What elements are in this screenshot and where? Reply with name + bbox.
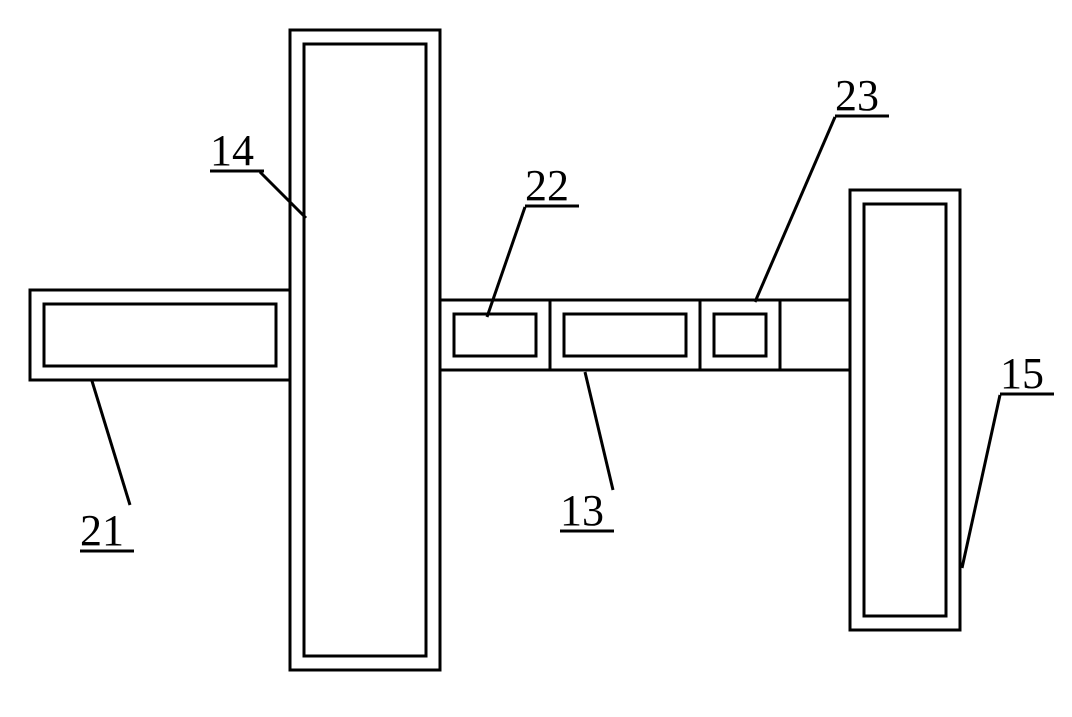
node-inner-mid_center <box>564 314 686 356</box>
label-l15: 15 <box>1000 349 1044 398</box>
node-inner-mid_right <box>714 314 766 356</box>
label-group-l14: 14 <box>210 126 306 218</box>
lead-line-l23 <box>755 117 835 302</box>
node-inner-far_left <box>44 304 276 366</box>
node-outer-big_right <box>850 190 960 630</box>
node-inner-big_right <box>864 204 946 616</box>
node-outer-big_left <box>290 30 440 670</box>
label-l14: 14 <box>210 126 254 175</box>
node-mid_center <box>550 300 700 370</box>
label-group-l23: 23 <box>755 71 889 302</box>
label-group-l13: 13 <box>560 372 614 535</box>
label-l22: 22 <box>525 161 569 210</box>
node-outer-mid_right <box>700 300 780 370</box>
node-bridge <box>780 300 850 370</box>
lead-line-l13 <box>585 372 613 490</box>
label-l23: 23 <box>835 71 879 120</box>
node-outer-bridge <box>780 300 850 370</box>
node-mid_right <box>700 300 780 370</box>
node-big_right <box>850 190 960 630</box>
label-l13: 13 <box>560 486 604 535</box>
node-far_left <box>30 290 290 380</box>
label-group-l15: 15 <box>962 349 1054 568</box>
label-group-l22: 22 <box>487 161 579 317</box>
node-outer-mid_left <box>440 300 550 370</box>
lead-line-l14 <box>260 172 306 218</box>
node-inner-mid_left <box>454 314 536 356</box>
node-outer-mid_center <box>550 300 700 370</box>
node-big_left <box>290 30 440 670</box>
node-mid_left <box>440 300 550 370</box>
lead-line-l15 <box>962 395 1000 568</box>
node-inner-big_left <box>304 44 426 656</box>
label-l21: 21 <box>80 506 124 555</box>
label-group-l21: 21 <box>80 381 134 555</box>
lead-line-l21 <box>92 381 130 505</box>
